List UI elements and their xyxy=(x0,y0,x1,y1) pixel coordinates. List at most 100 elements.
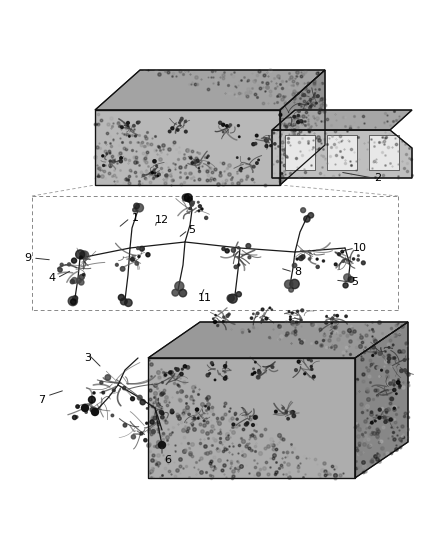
Circle shape xyxy=(161,416,164,419)
Circle shape xyxy=(227,295,234,302)
Circle shape xyxy=(342,260,345,262)
Text: 5: 5 xyxy=(188,225,195,235)
Circle shape xyxy=(271,309,272,310)
Circle shape xyxy=(146,253,150,257)
Circle shape xyxy=(258,369,260,372)
Circle shape xyxy=(293,115,296,118)
Circle shape xyxy=(237,247,240,249)
Polygon shape xyxy=(272,110,412,130)
Circle shape xyxy=(82,273,85,276)
Circle shape xyxy=(357,255,359,256)
Circle shape xyxy=(299,256,303,261)
Circle shape xyxy=(290,411,293,414)
Circle shape xyxy=(146,408,148,409)
Circle shape xyxy=(331,322,332,324)
Circle shape xyxy=(290,279,299,289)
Circle shape xyxy=(76,250,85,259)
Circle shape xyxy=(261,319,264,322)
Circle shape xyxy=(290,316,291,318)
Circle shape xyxy=(198,205,201,208)
Circle shape xyxy=(68,296,78,305)
Circle shape xyxy=(80,251,87,258)
Circle shape xyxy=(256,375,260,379)
Circle shape xyxy=(307,358,310,360)
Circle shape xyxy=(153,416,157,420)
Circle shape xyxy=(131,397,134,401)
Circle shape xyxy=(388,361,390,363)
Circle shape xyxy=(251,373,254,375)
Circle shape xyxy=(311,368,313,370)
Circle shape xyxy=(228,126,230,127)
Circle shape xyxy=(73,415,77,419)
Circle shape xyxy=(353,258,355,260)
Circle shape xyxy=(212,318,214,319)
Circle shape xyxy=(209,373,211,374)
Polygon shape xyxy=(272,130,412,178)
Circle shape xyxy=(134,203,139,209)
Circle shape xyxy=(392,357,394,359)
Circle shape xyxy=(393,384,395,386)
Circle shape xyxy=(140,432,143,435)
Circle shape xyxy=(361,261,365,265)
Circle shape xyxy=(378,408,381,411)
Circle shape xyxy=(159,441,166,448)
Circle shape xyxy=(206,374,209,377)
Circle shape xyxy=(170,410,174,414)
Circle shape xyxy=(291,410,294,414)
Circle shape xyxy=(403,359,406,361)
Circle shape xyxy=(290,319,291,320)
Polygon shape xyxy=(327,135,357,170)
Text: 6: 6 xyxy=(165,455,172,465)
Circle shape xyxy=(239,136,240,138)
Text: 11: 11 xyxy=(198,293,212,303)
Circle shape xyxy=(317,95,319,98)
Polygon shape xyxy=(148,322,408,358)
Circle shape xyxy=(396,381,400,384)
Circle shape xyxy=(190,157,192,159)
Circle shape xyxy=(120,266,125,271)
Circle shape xyxy=(258,371,261,374)
Circle shape xyxy=(393,357,396,359)
Circle shape xyxy=(73,296,78,301)
Circle shape xyxy=(298,110,300,112)
Circle shape xyxy=(240,167,242,169)
Circle shape xyxy=(165,174,168,176)
Circle shape xyxy=(303,94,306,96)
Circle shape xyxy=(203,420,205,422)
Circle shape xyxy=(231,248,236,252)
Polygon shape xyxy=(369,135,399,170)
Circle shape xyxy=(146,422,148,424)
Circle shape xyxy=(131,257,134,261)
Circle shape xyxy=(251,424,254,426)
Circle shape xyxy=(223,132,224,133)
Circle shape xyxy=(271,366,274,368)
Circle shape xyxy=(212,364,214,366)
Circle shape xyxy=(110,152,111,154)
Circle shape xyxy=(131,435,135,439)
Circle shape xyxy=(229,124,232,126)
Circle shape xyxy=(316,258,318,260)
Text: 12: 12 xyxy=(155,215,169,225)
Circle shape xyxy=(334,263,337,266)
Circle shape xyxy=(181,368,183,370)
Circle shape xyxy=(129,136,130,137)
Circle shape xyxy=(70,279,74,284)
Circle shape xyxy=(223,365,226,368)
Circle shape xyxy=(265,139,268,142)
Circle shape xyxy=(378,416,381,419)
Circle shape xyxy=(292,414,296,418)
Circle shape xyxy=(295,369,297,372)
Circle shape xyxy=(285,411,287,414)
Circle shape xyxy=(144,439,147,442)
Circle shape xyxy=(301,255,305,259)
Circle shape xyxy=(71,299,76,304)
Circle shape xyxy=(285,410,286,411)
Text: 8: 8 xyxy=(294,267,301,277)
Circle shape xyxy=(182,194,189,201)
Circle shape xyxy=(102,165,105,166)
Circle shape xyxy=(234,414,236,416)
Circle shape xyxy=(156,165,158,167)
Circle shape xyxy=(152,430,155,433)
Circle shape xyxy=(236,292,241,297)
Circle shape xyxy=(308,258,311,260)
